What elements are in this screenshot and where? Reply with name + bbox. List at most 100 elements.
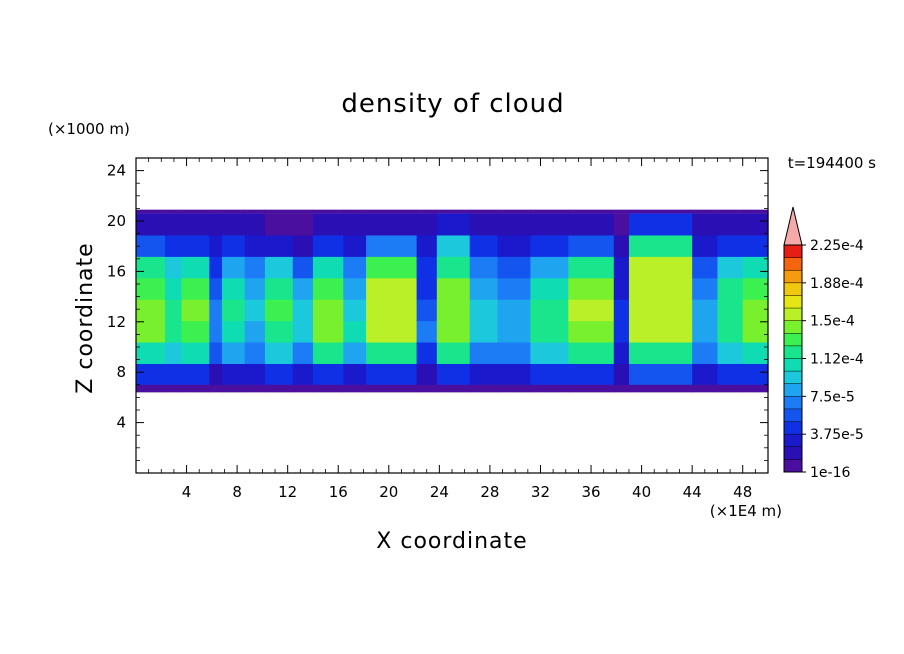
density-cell xyxy=(366,299,418,322)
density-cell xyxy=(181,341,210,364)
density-cell xyxy=(209,277,223,300)
density-cell xyxy=(692,256,719,279)
cloud-edge-cell xyxy=(436,384,471,393)
cloud-edge-cell xyxy=(366,209,418,214)
density-cell xyxy=(366,363,418,386)
density-cell xyxy=(568,256,615,279)
cloud-edge-cell xyxy=(292,384,314,393)
cloud-edge-cell xyxy=(692,209,719,214)
density-cell xyxy=(209,213,223,236)
cloud-edge-cell xyxy=(244,209,266,214)
density-cell xyxy=(136,277,166,300)
cloud-edge-cell xyxy=(717,384,744,393)
density-cell xyxy=(366,256,418,279)
density-cell xyxy=(264,277,294,300)
density-cell xyxy=(244,256,266,279)
density-cell xyxy=(692,320,719,343)
density-cell xyxy=(244,341,266,364)
density-cell xyxy=(717,299,744,322)
density-cell xyxy=(436,277,471,300)
density-cell xyxy=(165,320,183,343)
density-cell xyxy=(221,341,246,364)
x-tick-label: 48 xyxy=(733,483,752,501)
density-cell xyxy=(221,299,246,322)
density-cell xyxy=(264,234,294,257)
density-cell xyxy=(181,213,210,236)
colorbar: 1e-16 3.75e-5 7.5e-5 1.12e-4 1.5e-4 1.88e-4 2.… xyxy=(783,206,864,481)
density-cell xyxy=(136,256,166,279)
density-cell xyxy=(209,341,223,364)
density-cell xyxy=(628,277,693,300)
cloud-edge-cell xyxy=(165,209,183,214)
cloud-edge-cell xyxy=(717,209,744,214)
cloud-edge-cell xyxy=(209,209,223,214)
density-cell xyxy=(343,320,367,343)
cloud-edge-cell xyxy=(136,384,166,393)
density-cell xyxy=(628,234,693,257)
density-cell xyxy=(165,234,183,257)
colorbar-swatch xyxy=(784,257,802,271)
density-cell xyxy=(312,213,344,236)
cloud-edge-cell xyxy=(742,384,769,393)
time-label: t=194400 s xyxy=(788,154,876,172)
density-cell xyxy=(497,213,531,236)
cloud-edge-cell xyxy=(469,209,499,214)
density-cell xyxy=(497,256,531,279)
density-cell xyxy=(613,234,630,257)
density-cell xyxy=(292,234,314,257)
y-tick-label: 16 xyxy=(107,262,126,280)
cloud-edge-cell xyxy=(221,209,246,214)
density-cell xyxy=(343,213,367,236)
density-cell xyxy=(628,213,693,236)
cloud-edge-cell xyxy=(530,209,569,214)
colorbar-swatch xyxy=(784,270,802,284)
cloud-edge-cell xyxy=(416,209,438,214)
density-cell xyxy=(416,320,438,343)
x-tick-label: 12 xyxy=(278,483,297,501)
colorbar-swatch xyxy=(784,446,802,460)
colorbar-swatch xyxy=(784,345,802,359)
density-cell xyxy=(497,234,531,257)
density-cell xyxy=(136,341,166,364)
density-cell xyxy=(742,256,769,279)
density-cell xyxy=(613,320,630,343)
x-tick-label: 40 xyxy=(632,483,651,501)
density-cell xyxy=(530,277,569,300)
density-cell xyxy=(221,213,246,236)
density-cell xyxy=(312,234,344,257)
density-cell xyxy=(497,320,531,343)
cloud-edge-cell xyxy=(613,209,630,214)
density-cell xyxy=(692,363,719,386)
density-cell xyxy=(292,213,314,236)
density-cell xyxy=(469,299,499,322)
density-cell xyxy=(469,277,499,300)
density-cell xyxy=(209,234,223,257)
x-tick-label: 20 xyxy=(379,483,398,501)
y-tick-label: 8 xyxy=(116,363,126,381)
density-cell xyxy=(613,277,630,300)
density-cell xyxy=(165,363,183,386)
density-cell xyxy=(742,363,769,386)
x-axis-ticks: 4 8 12 16 20 24 28 32 36 40 44 48 xyxy=(148,158,756,501)
density-cell xyxy=(436,320,471,343)
colorbar-label: 1.12e-4 xyxy=(810,352,864,368)
density-cell xyxy=(469,341,499,364)
cloud-edge-cell xyxy=(181,384,210,393)
density-cell xyxy=(244,213,266,236)
density-cell xyxy=(312,341,344,364)
density-cell xyxy=(292,277,314,300)
density-cell xyxy=(292,341,314,364)
density-cell xyxy=(244,320,266,343)
density-cell xyxy=(742,341,769,364)
cloud-edge-cell xyxy=(530,384,569,393)
colorbar-swatch xyxy=(784,421,802,435)
density-cell xyxy=(264,363,294,386)
cloud-edge-cell xyxy=(221,384,246,393)
density-cell xyxy=(312,320,344,343)
density-cell xyxy=(244,299,266,322)
density-cell xyxy=(568,213,615,236)
density-cell xyxy=(436,299,471,322)
density-cell xyxy=(717,363,744,386)
density-cell xyxy=(530,213,569,236)
